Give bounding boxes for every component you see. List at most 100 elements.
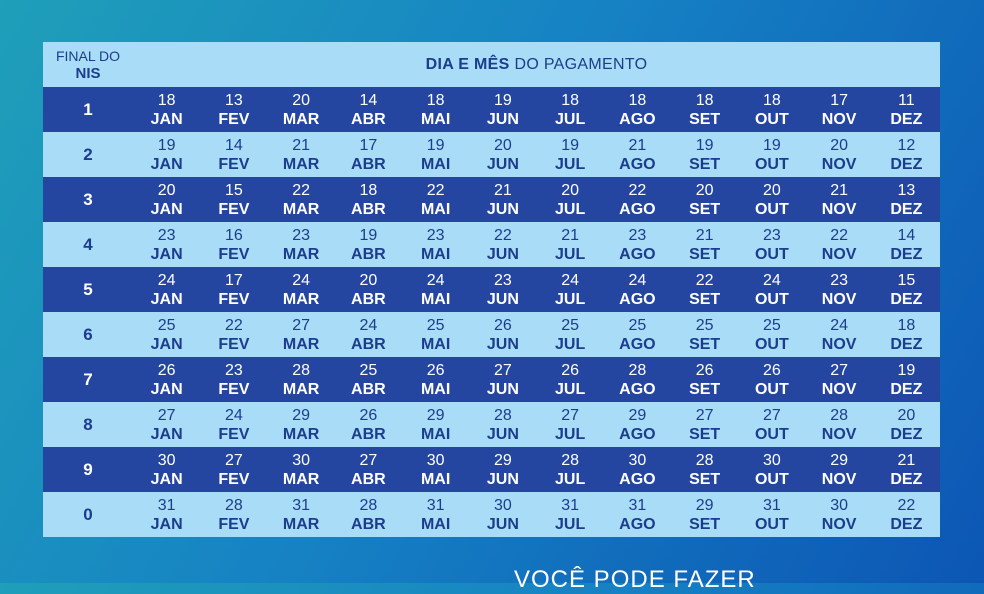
- payment-month: SET: [689, 515, 721, 533]
- payment-date-cell: 22 MAR: [268, 177, 335, 222]
- payment-dates: 27 JAN 24 FEV 29 MAR 26 ABR 29 MAI 28 JUN 27 JUL 29 AGO…: [133, 402, 940, 447]
- payment-day: 30: [426, 451, 445, 469]
- payment-day: 29: [830, 451, 849, 469]
- payment-date-cell: 24 ABR: [335, 312, 402, 357]
- payment-day: 20: [830, 136, 849, 154]
- payment-date-cell: 20 NOV: [806, 132, 873, 177]
- payment-day: 24: [157, 271, 176, 289]
- payment-day: 26: [561, 361, 580, 379]
- payment-day: 17: [224, 271, 243, 289]
- payment-day: 12: [897, 136, 916, 154]
- payment-month: AGO: [619, 245, 656, 263]
- payment-day: 19: [897, 361, 916, 379]
- table-row: 4 23 JAN 16 FEV 23 MAR 19 ABR 23 MAI 22 JUN 21 JUL 23 AG…: [43, 222, 940, 267]
- payment-day: 25: [426, 316, 445, 334]
- payment-day: 24: [762, 271, 781, 289]
- nis-column-header: FINAL DO NIS: [43, 42, 133, 87]
- payment-date-cell: 21 JUN: [469, 177, 536, 222]
- payment-month: SET: [689, 110, 721, 128]
- payment-day: 26: [359, 406, 378, 424]
- payment-month: FEV: [218, 380, 250, 398]
- table-row: 3 20 JAN 15 FEV 22 MAR 18 ABR 22 MAI 21 JUN 20 JUL 22 AG…: [43, 177, 940, 222]
- payment-day: 28: [830, 406, 849, 424]
- payment-month: JUL: [555, 200, 586, 218]
- payment-day: 25: [561, 316, 580, 334]
- payment-month: MAI: [420, 470, 451, 488]
- payment-day: 21: [561, 226, 580, 244]
- payment-month: DEZ: [890, 290, 923, 308]
- payment-month: MAI: [420, 335, 451, 353]
- payment-day: 22: [695, 271, 714, 289]
- payment-date-cell: 15 DEZ: [873, 267, 940, 312]
- payment-month: MAI: [420, 290, 451, 308]
- payment-month: FEV: [218, 245, 250, 263]
- payment-date-cell: 26 MAI: [402, 357, 469, 402]
- payment-day: 25: [628, 316, 647, 334]
- payment-date-cell: 21 NOV: [806, 177, 873, 222]
- payment-month: JUN: [486, 200, 519, 218]
- payment-date-cell: 27 ABR: [335, 447, 402, 492]
- payment-day: 19: [157, 136, 176, 154]
- payment-date-cell: 18 JAN: [133, 87, 200, 132]
- payment-day: 20: [897, 406, 916, 424]
- payment-month: MAR: [282, 515, 320, 533]
- payment-day: 21: [493, 181, 512, 199]
- payment-day: 23: [493, 271, 512, 289]
- payment-day: 25: [359, 361, 378, 379]
- payment-date-cell: 19 SET: [671, 132, 738, 177]
- payment-month: JUL: [555, 470, 586, 488]
- payment-month: FEV: [218, 470, 250, 488]
- payment-day: 23: [628, 226, 647, 244]
- payment-date-cell: 30 JAN: [133, 447, 200, 492]
- payment-date-cell: 24 MAI: [402, 267, 469, 312]
- payment-month: SET: [689, 470, 721, 488]
- payment-day: 29: [426, 406, 445, 424]
- payment-date-cell: 20 SET: [671, 177, 738, 222]
- payment-date-cell: 18 JUL: [537, 87, 604, 132]
- payment-day: 28: [359, 496, 378, 514]
- payment-month: DEZ: [890, 200, 923, 218]
- payment-day: 19: [762, 136, 781, 154]
- payment-dates: 24 JAN 17 FEV 24 MAR 20 ABR 24 MAI 23 JUN 24 JUL 24 AGO…: [133, 267, 940, 312]
- payment-day: 20: [493, 136, 512, 154]
- payment-day: 30: [762, 451, 781, 469]
- payment-month: ABR: [351, 200, 386, 218]
- payment-day: 26: [695, 361, 714, 379]
- payment-day: 31: [628, 496, 647, 514]
- payment-date-cell: 27 JAN: [133, 402, 200, 447]
- payment-date-cell: 20 JUL: [537, 177, 604, 222]
- payment-date-cell: 12 DEZ: [873, 132, 940, 177]
- payment-date-cell: 25 AGO: [604, 312, 671, 357]
- payment-header-rest: DO PAGAMENTO: [514, 55, 648, 73]
- table-row: 2 19 JAN 14 FEV 21 MAR 17 ABR 19 MAI 20 JUN 19 JUL 21 AG…: [43, 132, 940, 177]
- payment-date-cell: 14 DEZ: [873, 222, 940, 267]
- nis-final-digit: 7: [83, 369, 93, 389]
- payment-date-cell: 29 JUN: [469, 447, 536, 492]
- payment-date-cell: 20 MAR: [268, 87, 335, 132]
- payment-date-cell: 22 MAI: [402, 177, 469, 222]
- payment-date-cell: 28 JUN: [469, 402, 536, 447]
- payment-date-cell: 20 DEZ: [873, 402, 940, 447]
- payment-month: MAR: [282, 110, 320, 128]
- payment-date-cell: 30 JUN: [469, 492, 536, 537]
- payment-dates: 30 JAN 27 FEV 30 MAR 27 ABR 30 MAI 29 JUN 28 JUL 30 AGO…: [133, 447, 940, 492]
- nis-final-digit: 2: [83, 144, 93, 164]
- payment-day: 23: [762, 226, 781, 244]
- payment-day: 20: [359, 271, 378, 289]
- payment-calendar-table: FINAL DO NIS DIA E MÊS DO PAGAMENTO 1 18 J…: [43, 42, 940, 537]
- nis-header-line1: FINAL DO: [55, 47, 121, 64]
- payment-date-cell: 26 SET: [671, 357, 738, 402]
- payment-month: FEV: [218, 515, 250, 533]
- payment-date-cell: 21 MAR: [268, 132, 335, 177]
- payment-day: 28: [292, 361, 311, 379]
- payment-day: 18: [561, 91, 580, 109]
- payment-day: 29: [493, 451, 512, 469]
- payment-month: MAI: [420, 515, 451, 533]
- payment-month: ABR: [351, 515, 386, 533]
- payment-day: 31: [426, 496, 445, 514]
- payment-day: 19: [561, 136, 580, 154]
- payment-date-cell: 31 MAR: [268, 492, 335, 537]
- payment-day: 28: [695, 451, 714, 469]
- table-row: 9 30 JAN 27 FEV 30 MAR 27 ABR 30 MAI 29 JUN 28 JUL 30 AG…: [43, 447, 940, 492]
- payment-date-cell: 28 MAR: [268, 357, 335, 402]
